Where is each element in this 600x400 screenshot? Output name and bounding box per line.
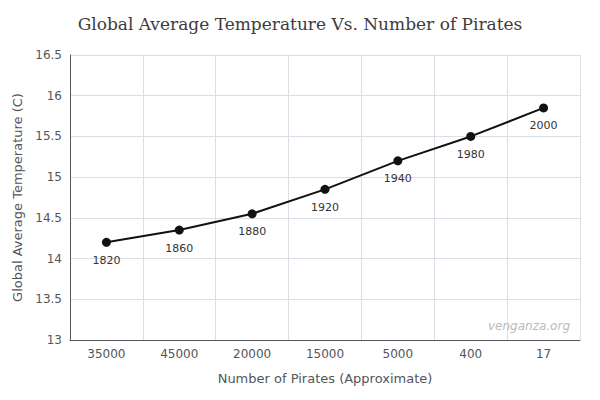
svg-text:14: 14 <box>47 252 62 266</box>
svg-text:1880: 1880 <box>238 225 266 238</box>
svg-text:20000: 20000 <box>233 347 271 361</box>
svg-text:1820: 1820 <box>92 254 120 267</box>
svg-text:16.5: 16.5 <box>35 48 62 62</box>
svg-text:15.5: 15.5 <box>35 129 62 143</box>
svg-text:Number of Pirates (Approximate: Number of Pirates (Approximate) <box>218 371 433 386</box>
svg-text:13: 13 <box>47 333 62 347</box>
svg-text:venganza.org: venganza.org <box>488 319 570 333</box>
svg-text:5000: 5000 <box>383 347 414 361</box>
svg-text:17: 17 <box>536 347 551 361</box>
svg-text:1980: 1980 <box>457 148 485 161</box>
svg-text:13.5: 13.5 <box>35 292 62 306</box>
svg-text:14.5: 14.5 <box>35 211 62 225</box>
svg-text:16: 16 <box>47 89 62 103</box>
svg-text:2000: 2000 <box>530 119 558 132</box>
svg-text:15: 15 <box>47 170 62 184</box>
svg-text:1940: 1940 <box>384 172 412 185</box>
svg-text:15000: 15000 <box>306 347 344 361</box>
svg-text:45000: 45000 <box>160 347 198 361</box>
svg-text:1860: 1860 <box>165 242 193 255</box>
svg-text:400: 400 <box>459 347 482 361</box>
svg-text:Global Average Temperature Vs.: Global Average Temperature Vs. Number of… <box>78 14 523 34</box>
svg-text:1920: 1920 <box>311 201 339 214</box>
svg-text:Global Average Temperature (C): Global Average Temperature (C) <box>10 93 25 302</box>
svg-text:35000: 35000 <box>87 347 125 361</box>
